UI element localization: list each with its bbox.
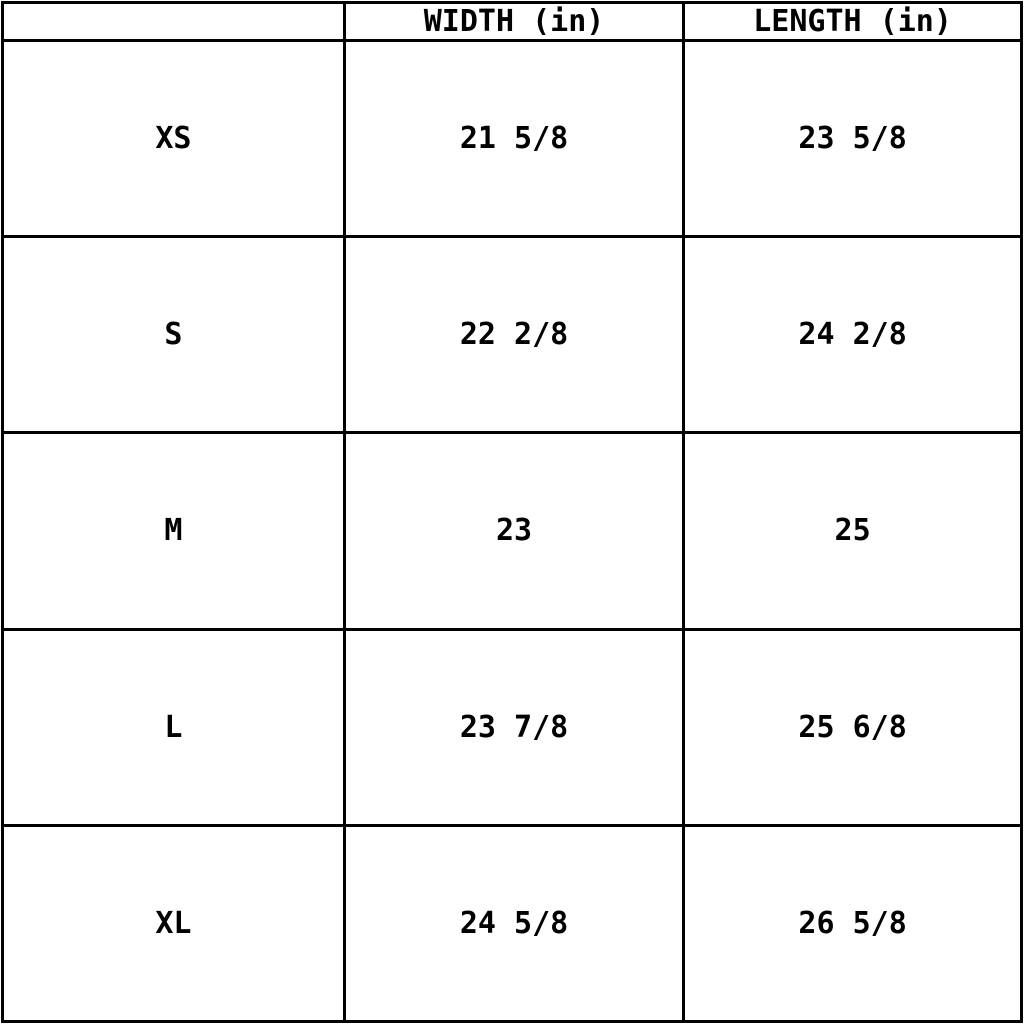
table-row-s: S 22 2/8 24 2/8: [1, 235, 1023, 435]
size-label: XS: [1, 38, 346, 239]
header-cell-width: WIDTH (in): [342, 1, 686, 42]
size-label: L: [1, 627, 346, 827]
size-label: XL: [1, 823, 346, 1024]
table-row-l: L 23 7/8 25 6/8: [1, 627, 1023, 827]
header-row: WIDTH (in) LENGTH (in): [1, 1, 1023, 42]
width-value: 21 5/8: [342, 38, 686, 239]
width-value: 23 7/8: [342, 627, 686, 827]
length-value: 25: [682, 431, 1023, 631]
width-value: 23: [342, 431, 686, 631]
table-row-m: M 23 25: [1, 431, 1023, 631]
length-value: 24 2/8: [682, 235, 1023, 435]
length-value: 25 6/8: [682, 627, 1023, 827]
length-value: 26 5/8: [682, 823, 1023, 1024]
length-value: 23 5/8: [682, 38, 1023, 239]
width-value: 22 2/8: [342, 235, 686, 435]
table-row-xs: XS 21 5/8 23 5/8: [1, 38, 1023, 239]
size-label: M: [1, 431, 346, 631]
table-row-xl: XL 24 5/8 26 5/8: [1, 823, 1023, 1024]
width-value: 24 5/8: [342, 823, 686, 1024]
header-cell-size: [1, 1, 346, 42]
size-label: S: [1, 235, 346, 435]
header-cell-length: LENGTH (in): [682, 1, 1023, 42]
